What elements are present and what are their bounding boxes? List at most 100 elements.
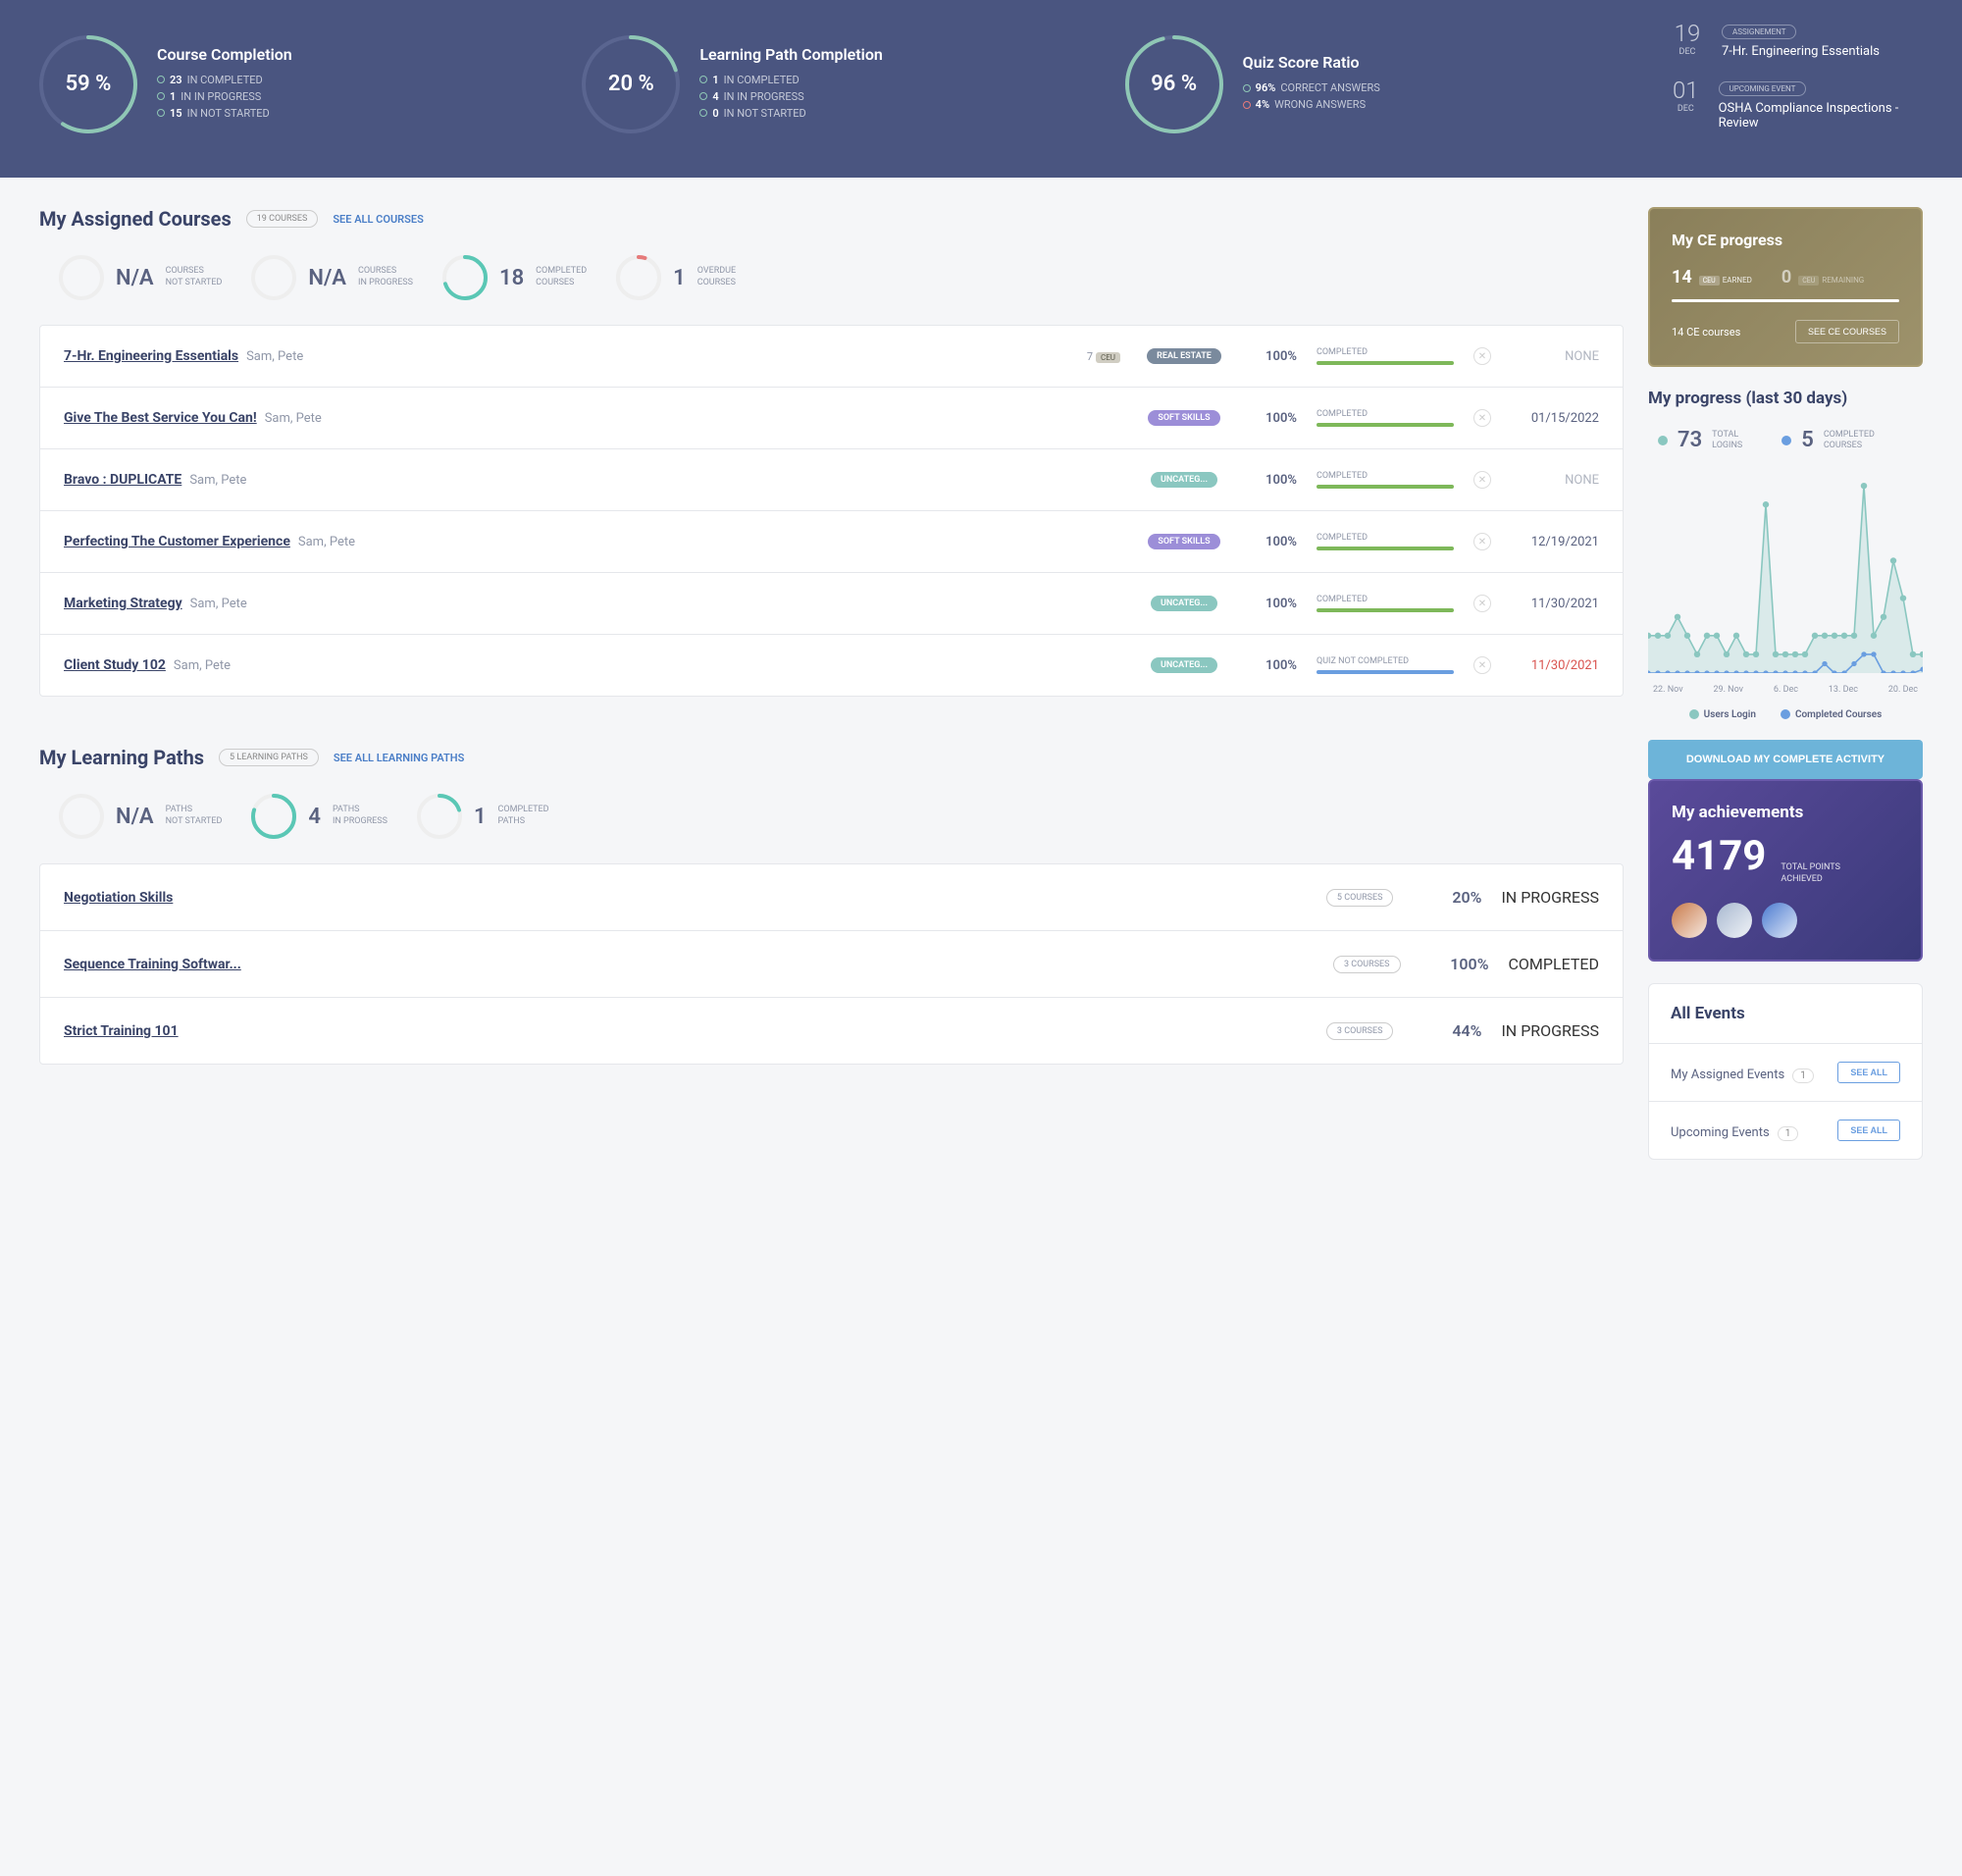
course-name-link[interactable]: Client Study 102 (64, 657, 166, 673)
see-all-events-button[interactable]: SEE ALL (1837, 1120, 1900, 1141)
ach-points: 4179 (1672, 832, 1766, 880)
course-pct: 100% (1248, 349, 1297, 364)
path-table: Negotiation Skills 5 COURSES 20% IN PROG… (39, 863, 1624, 1065)
achievement-badge[interactable] (1672, 903, 1707, 938)
course-due: 12/19/2021 (1511, 535, 1599, 549)
path-status: IN PROGRESS (1501, 1021, 1599, 1040)
see-all-courses-link[interactable]: SEE ALL COURSES (333, 213, 423, 226)
course-pct: 100% (1248, 658, 1297, 673)
courses-count-pill: 19 COURSES (246, 210, 319, 228)
event-item[interactable]: 19DECASSIGNEMENT7-Hr. Engineering Essent… (1668, 20, 1923, 59)
progress-card: My progress (last 30 days) 73TOTALLOGINS… (1648, 389, 1923, 779)
ceu-badge: CEU (1798, 276, 1819, 286)
path-pct: 44% (1413, 1021, 1481, 1040)
course-row[interactable]: Give The Best Service You Can!Sam, Pete … (40, 388, 1623, 449)
stat-item: 1COMPLETEDPATHS (417, 794, 549, 839)
course-author: Sam, Pete (246, 349, 303, 364)
path-name-link[interactable]: Sequence Training Softwar... (64, 957, 1314, 972)
course-ceu: 7CEU (1061, 350, 1120, 363)
ce-progress-card: My CE progress 14 CEUEARNED 0 CEUREMAINI… (1648, 207, 1923, 367)
remove-icon[interactable]: ✕ (1473, 656, 1491, 674)
remove-icon[interactable]: ✕ (1473, 347, 1491, 365)
stat-item: 4PATHSIN PROGRESS (251, 794, 387, 839)
course-pct: 100% (1248, 473, 1297, 488)
course-name-link[interactable]: Bravo : DUPLICATE (64, 472, 181, 488)
chart-legend: Users LoginCompleted Courses (1648, 709, 1923, 720)
course-tag: SOFT SKILLS (1148, 410, 1219, 426)
download-activity-button[interactable]: DOWNLOAD MY COMPLETE ACTIVITY (1648, 740, 1923, 779)
achievement-badge[interactable] (1762, 903, 1797, 938)
course-name-link[interactable]: 7-Hr. Engineering Essentials (64, 348, 238, 364)
course-row[interactable]: Bravo : DUPLICATESam, Pete UNCATEG... 10… (40, 449, 1623, 511)
path-count: 3 COURSES (1326, 1022, 1394, 1040)
course-row[interactable]: Client Study 102 Sam, Pete UNCATEG... 100… (40, 635, 1623, 696)
course-bar (1317, 608, 1454, 612)
course-name-link[interactable]: Marketing Strategy (64, 596, 182, 611)
path-stats-row: N/APATHSNOT STARTED4PATHSIN PROGRESS1COM… (39, 794, 1624, 839)
course-name-link[interactable]: Give The Best Service You Can! (64, 410, 257, 426)
courses-header: My Assigned Courses 19 COURSES SEE ALL C… (39, 207, 1624, 231)
logins-num: 73 (1678, 428, 1702, 452)
hero-stat: 59 %Course Completion23 IN COMPLETED1 IN… (39, 20, 542, 148)
stat-item: N/ACOURSESIN PROGRESS (251, 255, 413, 300)
course-name-link[interactable]: Perfecting The Customer Experience (64, 534, 290, 549)
course-tag: REAL ESTATE (1147, 348, 1221, 364)
course-due: NONE (1511, 473, 1599, 488)
course-bar (1317, 361, 1454, 365)
course-pct: 100% (1248, 535, 1297, 549)
path-status: COMPLETED (1509, 955, 1600, 973)
event-count: 1 (1792, 1068, 1814, 1083)
course-author: Sam, Pete (190, 597, 247, 611)
path-pct: 100% (1420, 955, 1489, 973)
ach-badges (1672, 903, 1899, 938)
remove-icon[interactable]: ✕ (1473, 595, 1491, 612)
see-ce-courses-button[interactable]: SEE CE COURSES (1795, 320, 1899, 343)
achievement-badge[interactable] (1717, 903, 1752, 938)
see-all-events-button[interactable]: SEE ALL (1837, 1062, 1900, 1083)
path-name-link[interactable]: Negotiation Skills (64, 890, 1307, 906)
completed-num: 5 (1801, 428, 1814, 452)
activity-chart (1648, 467, 1923, 673)
hero-events: 19DECASSIGNEMENT7-Hr. Engineering Essent… (1668, 20, 1923, 148)
all-events-card: All Events My Assigned Events1SEE ALLUpc… (1648, 983, 1923, 1160)
events-title: All Events (1649, 984, 1922, 1044)
hero-stat: 96 %Quiz Score Ratio96% CORRECT ANSWERS4… (1125, 20, 1628, 148)
stat-item: N/ACOURSESNOT STARTED (59, 255, 222, 300)
path-row[interactable]: Strict Training 101 3 COURSES 44% IN PRO… (40, 998, 1623, 1064)
path-pct: 20% (1413, 888, 1481, 907)
course-due: 11/30/2021 (1511, 597, 1599, 611)
course-table: 7-Hr. Engineering Essentials Sam, Pete 7C… (39, 325, 1624, 697)
chart-x-labels: 22. Nov29. Nov6. Dec13. Dec20. Dec (1648, 685, 1923, 695)
ce-remaining-lbl: REMAINING (1822, 276, 1864, 285)
path-row[interactable]: Sequence Training Softwar... 3 COURSES 1… (40, 931, 1623, 998)
course-row[interactable]: Perfecting The Customer Experience Sam, P… (40, 511, 1623, 573)
ach-points-lbl: TOTAL POINTSACHIEVED (1781, 862, 1840, 885)
path-name-link[interactable]: Strict Training 101 (64, 1023, 1307, 1039)
remove-icon[interactable]: ✕ (1473, 533, 1491, 550)
course-author: Sam, Pete (298, 535, 355, 549)
course-row[interactable]: Marketing Strategy Sam, Pete UNCATEG... 1… (40, 573, 1623, 635)
paths-count-pill: 5 LEARNING PATHS (219, 749, 319, 766)
path-row[interactable]: Negotiation Skills 5 COURSES 20% IN PROG… (40, 864, 1623, 931)
courses-title: My Assigned Courses (39, 207, 232, 231)
course-due: 01/15/2022 (1511, 411, 1599, 426)
remove-icon[interactable]: ✕ (1473, 409, 1491, 427)
course-author: Sam, Pete (174, 658, 231, 673)
course-status: QUIZ NOT COMPLETED (1317, 656, 1454, 666)
remove-icon[interactable]: ✕ (1473, 471, 1491, 489)
completed-lbl: COMPLETEDCOURSES (1824, 430, 1875, 451)
course-author: Sam, Pete (265, 411, 322, 426)
hero-section: 59 %Course Completion23 IN COMPLETED1 IN… (0, 0, 1962, 178)
course-bar (1317, 485, 1454, 489)
course-due: 11/30/2021 (1511, 658, 1599, 673)
course-pct: 100% (1248, 411, 1297, 426)
event-item[interactable]: 01DECUPCOMING EVENTOSHA Compliance Inspe… (1668, 77, 1923, 130)
see-all-paths-link[interactable]: SEE ALL LEARNING PATHS (334, 752, 464, 764)
course-status: COMPLETED (1317, 409, 1454, 419)
course-tag: UNCATEG... (1151, 596, 1217, 611)
course-bar (1317, 547, 1454, 550)
ce-earned-num: 14 (1672, 267, 1692, 287)
course-tag: UNCATEG... (1151, 657, 1217, 673)
course-row[interactable]: 7-Hr. Engineering Essentials Sam, Pete 7C… (40, 326, 1623, 388)
path-status: IN PROGRESS (1501, 888, 1599, 907)
